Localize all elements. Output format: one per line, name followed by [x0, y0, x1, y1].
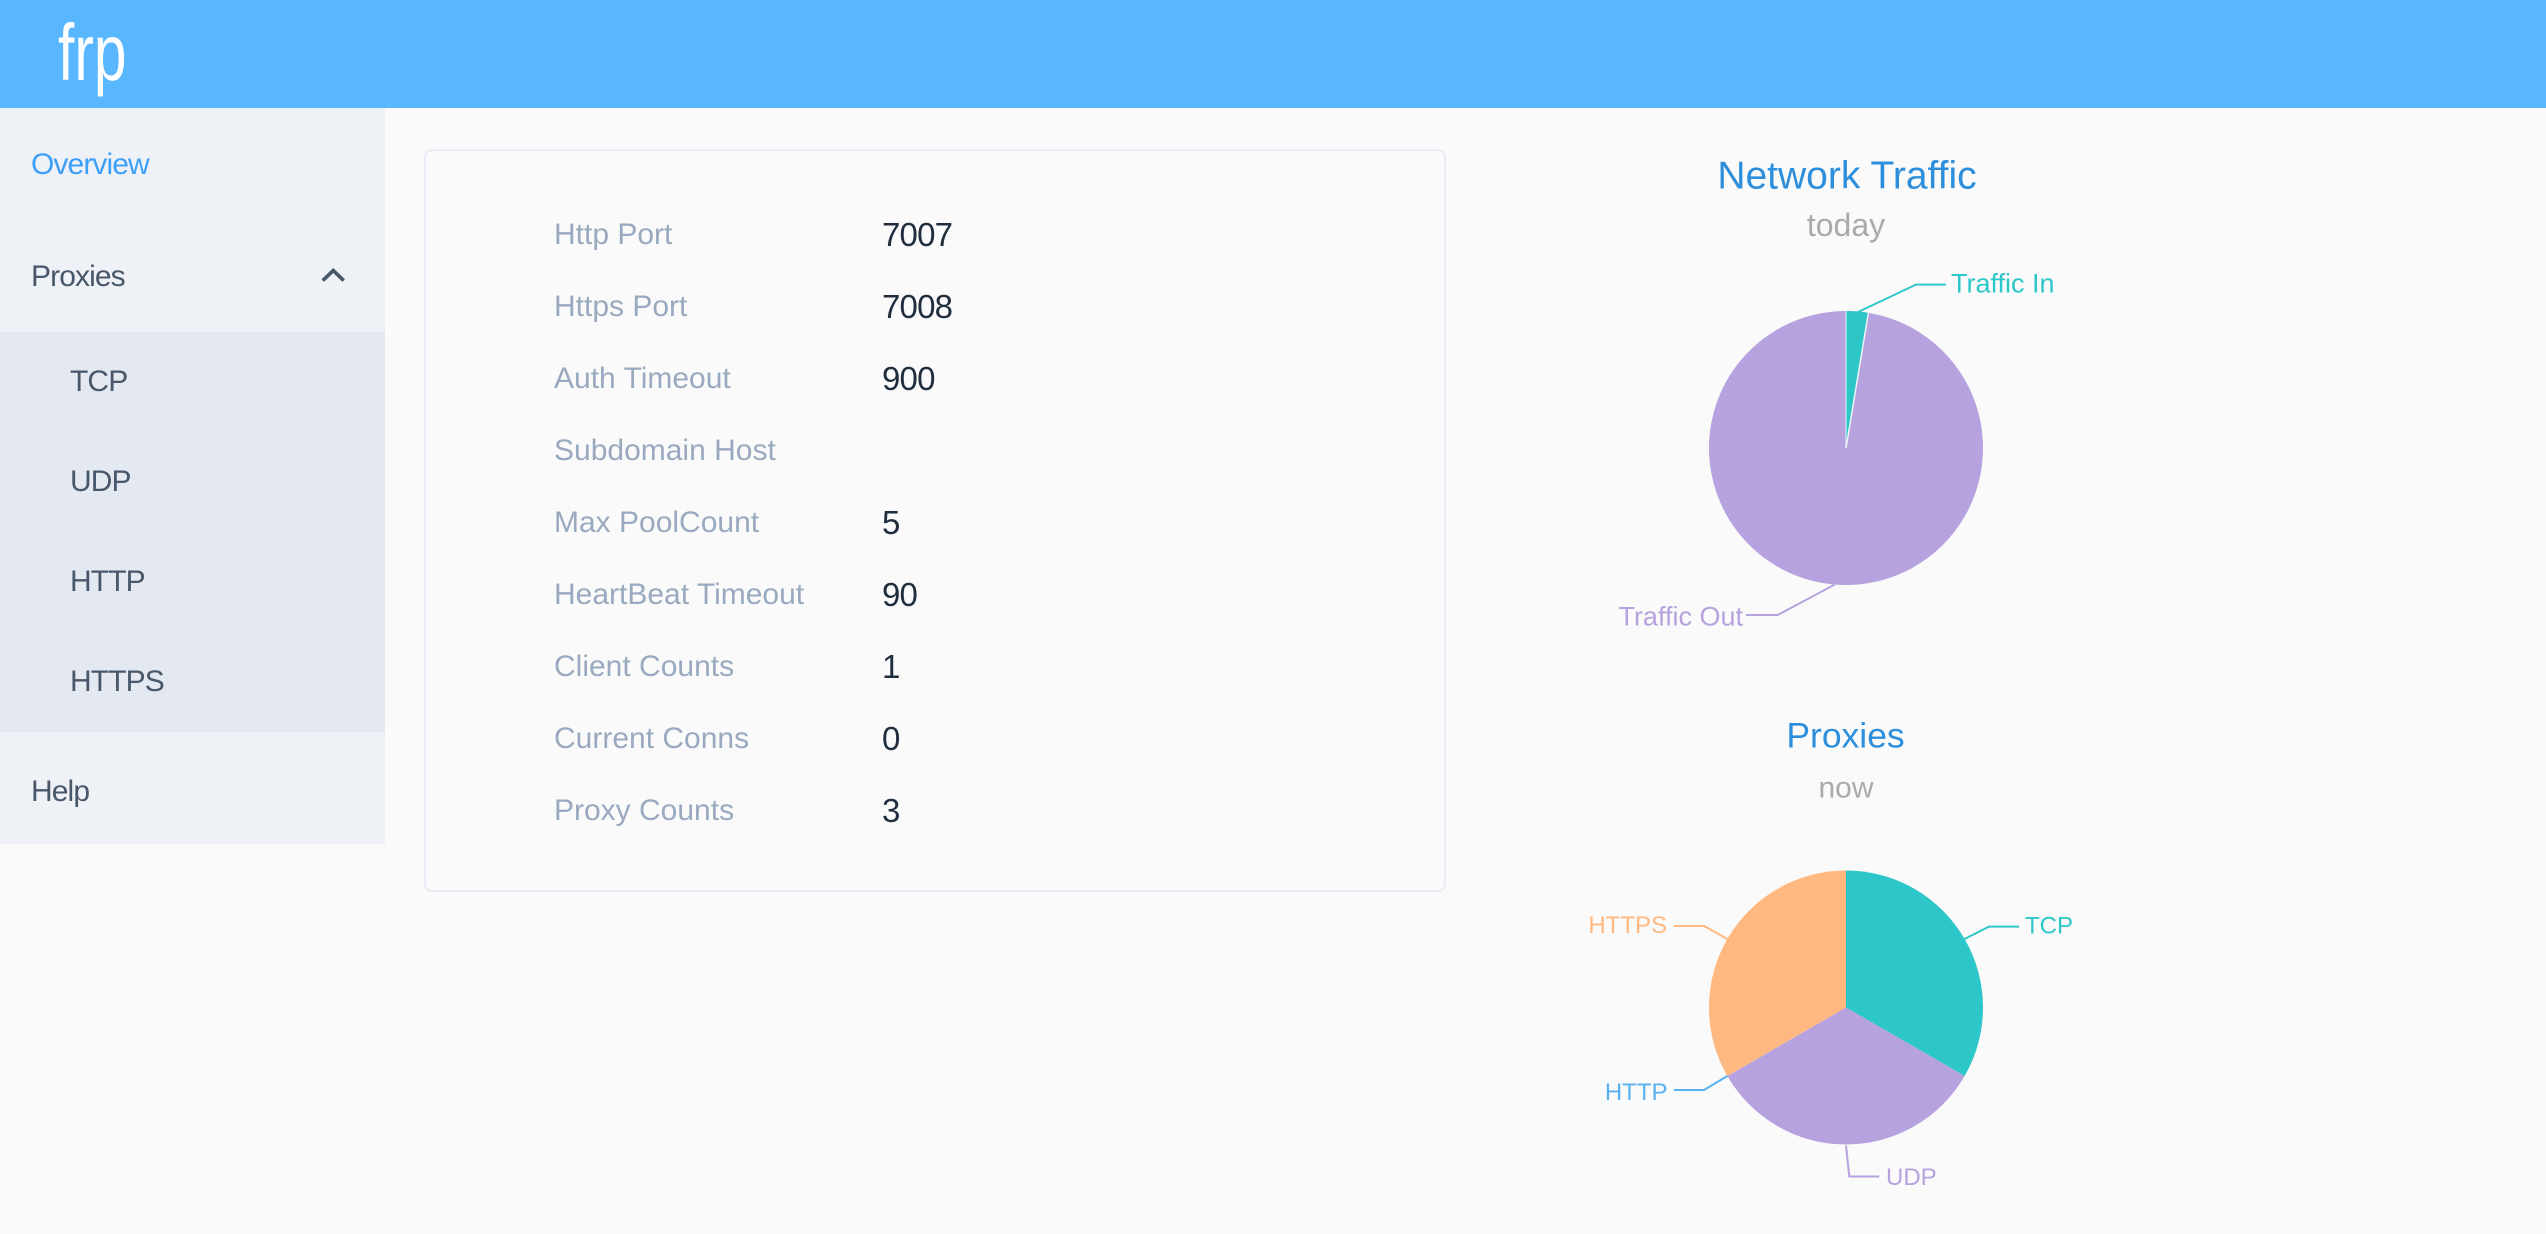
svg-text:HTTPS: HTTPS	[1588, 912, 1667, 939]
svg-text:now: now	[1818, 772, 1873, 805]
svg-text:UDP: UDP	[1886, 1164, 1937, 1191]
svg-text:HTTP: HTTP	[1605, 1079, 1668, 1106]
svg-text:TCP: TCP	[2025, 913, 2073, 940]
svg-text:Traf‌fic In: Traf‌fic In	[1951, 269, 2055, 299]
svg-text:Proxies: Proxies	[1786, 716, 1904, 756]
svg-text:Network Traf‌fic: Network Traf‌fic	[1717, 155, 1976, 198]
svg-text:today: today	[1807, 207, 1885, 243]
svg-text:Traf‌fic Out: Traf‌fic Out	[1618, 602, 1743, 632]
